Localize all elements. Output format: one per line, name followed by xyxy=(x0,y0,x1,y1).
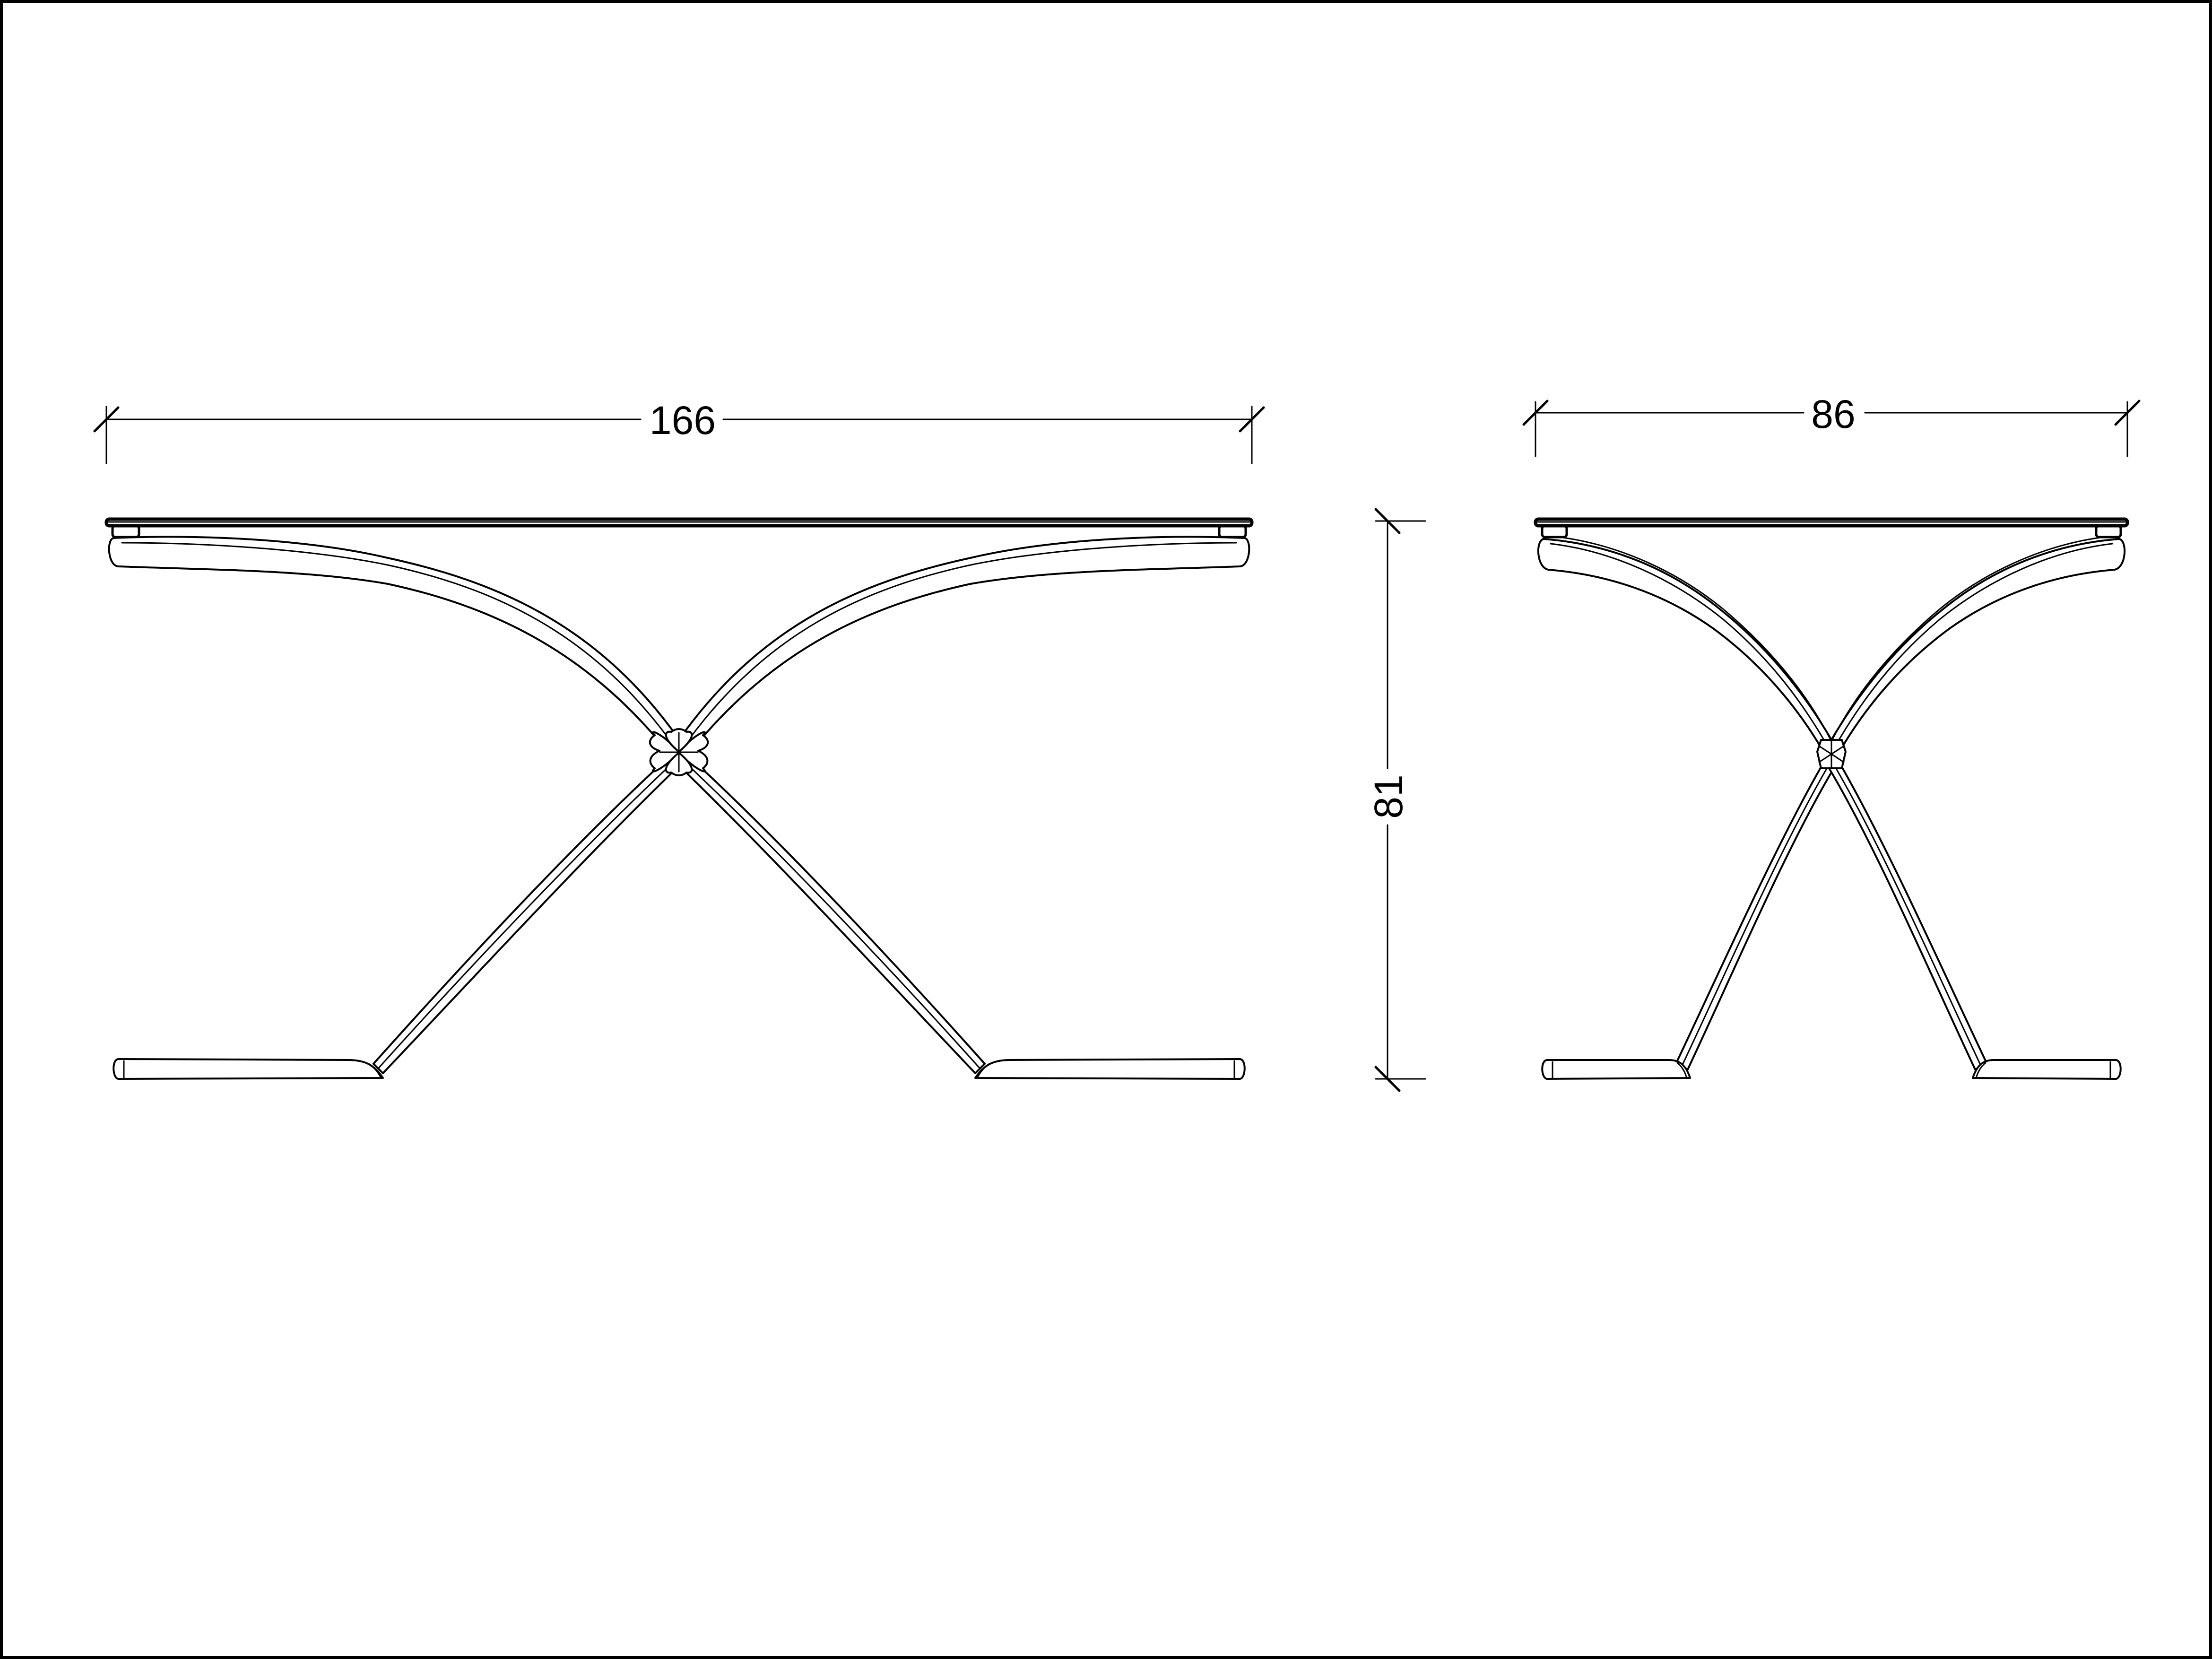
front-table-top xyxy=(104,517,1254,528)
side-top-brackets xyxy=(1541,524,2122,539)
side-view: 86 xyxy=(1522,392,2141,1080)
front-upper-arms xyxy=(108,536,1250,746)
side-tick-right xyxy=(2114,400,2141,426)
height-label: 81 xyxy=(1366,774,1411,818)
side-width-label: 86 xyxy=(1811,392,1855,436)
front-feet xyxy=(113,1058,1246,1080)
front-top-brackets xyxy=(111,524,1247,539)
front-tick-right xyxy=(1239,406,1265,433)
side-table-top xyxy=(1534,517,2129,528)
side-feet xyxy=(1541,1059,2122,1080)
front-tick-left xyxy=(93,406,120,433)
front-width-dimension: 166 xyxy=(93,398,1265,464)
side-upper-arms xyxy=(1537,536,2126,755)
side-center-hub xyxy=(1816,739,1847,769)
front-lower-legs xyxy=(373,760,986,1074)
front-view: 166 xyxy=(93,398,1265,1080)
height-tick-top xyxy=(1374,508,1401,534)
height-dimension: 81 xyxy=(1366,508,1426,1092)
front-center-joint xyxy=(649,728,709,776)
front-width-label: 166 xyxy=(650,398,716,443)
side-tick-left xyxy=(1522,400,1549,426)
height-tick-bottom xyxy=(1374,1066,1401,1092)
side-width-dimension: 86 xyxy=(1522,392,2141,457)
side-lower-legs xyxy=(1675,758,1988,1070)
